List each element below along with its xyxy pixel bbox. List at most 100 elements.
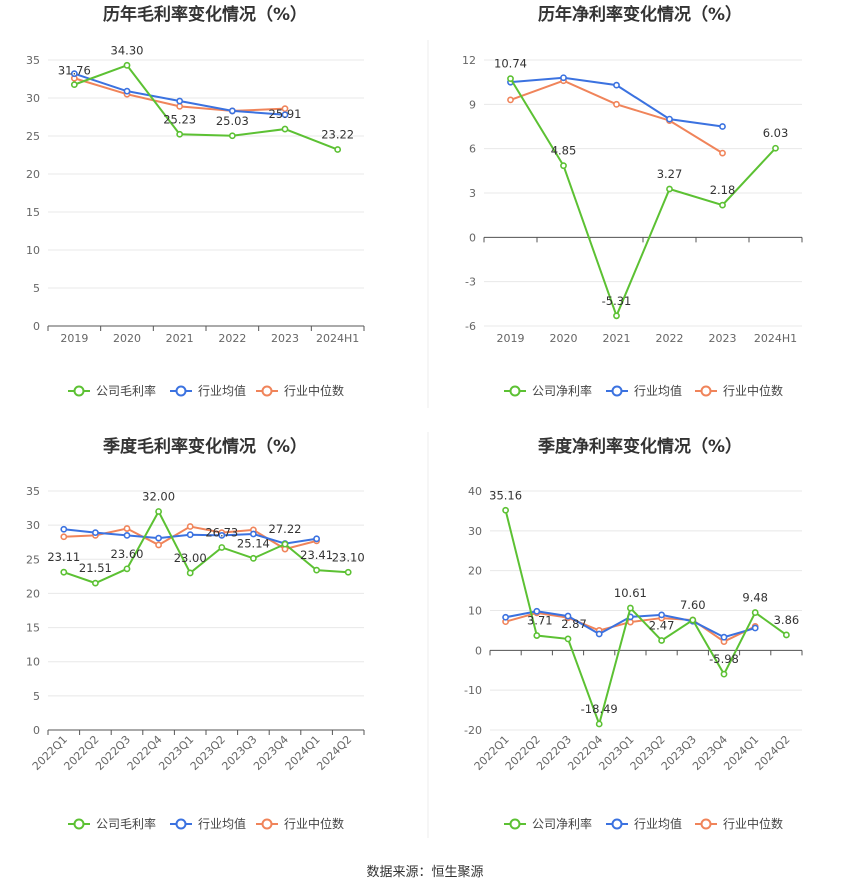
x-tick-label: 2023 (709, 332, 737, 345)
y-tick-label: 10 (26, 244, 40, 257)
legend-item-2[interactable]: 行业中位数 (256, 383, 344, 398)
data-label: 23.60 (111, 547, 144, 561)
data-point (228, 132, 236, 140)
legend-item-1[interactable]: 行业均值 (170, 816, 246, 831)
legend-item-2[interactable]: 行业中位数 (256, 816, 344, 831)
data-point (560, 74, 567, 82)
data-point (658, 611, 665, 619)
data-point (249, 554, 257, 562)
y-tick-label: 25 (26, 130, 40, 143)
data-point (613, 312, 620, 320)
data-point (123, 531, 131, 539)
x-tick-label: 2021 (166, 332, 194, 345)
data-point (123, 87, 131, 95)
y-tick-label: 40 (468, 485, 482, 498)
data-source: 数据来源：恒生聚源 (366, 865, 483, 880)
data-point (92, 529, 99, 537)
y-tick-label: 5 (33, 282, 40, 295)
data-label: 23.10 (332, 550, 365, 564)
chart-4: 季度净利率变化情况（%）-20-100102030402022Q12022Q22… (464, 436, 803, 831)
y-tick-label: -3 (465, 276, 476, 289)
legend-label: 行业中位数 (284, 816, 344, 831)
legend-item-2[interactable]: 行业中位数 (695, 816, 783, 831)
data-label: 23.11 (47, 550, 80, 564)
data-label: 27.22 (269, 522, 302, 536)
legend-item-1[interactable]: 行业均值 (606, 383, 682, 398)
legend-marker (700, 385, 712, 397)
legend-label: 行业中位数 (284, 383, 344, 398)
x-tick-label: 2021 (603, 332, 631, 345)
y-tick-label: 30 (26, 92, 40, 105)
x-tick-label: 2024H1 (754, 332, 797, 345)
x-tick-label: 2024Q2 (752, 733, 792, 773)
data-label: 32.00 (142, 489, 175, 503)
data-point (772, 144, 779, 152)
data-point (218, 531, 226, 539)
legend-item-1[interactable]: 行业均值 (606, 816, 682, 831)
data-label: 31.76 (58, 64, 91, 78)
x-tick-label: 2019 (60, 332, 88, 345)
y-tick-label: -20 (464, 724, 482, 737)
data-point (155, 541, 162, 549)
data-point (155, 534, 162, 542)
legend-item-0[interactable]: 公司毛利率 (68, 816, 156, 831)
data-point (344, 568, 352, 576)
data-label: 23.00 (174, 551, 207, 565)
x-tick-label: 2022 (656, 332, 684, 345)
data-label: 21.51 (79, 561, 112, 575)
x-tick-label: 2020 (113, 332, 141, 345)
legend-label: 行业中位数 (723, 816, 783, 831)
data-point (176, 97, 184, 105)
data-label: -5.31 (602, 294, 632, 308)
data-label: 35.16 (489, 488, 522, 502)
legend-marker (73, 818, 85, 830)
legend-marker (261, 818, 273, 830)
legend-marker (175, 818, 187, 830)
data-point (507, 96, 514, 104)
x-tick-label: 2019 (497, 332, 525, 345)
x-tick-label: 2024H1 (316, 332, 359, 345)
data-point (666, 115, 673, 123)
data-point (281, 125, 289, 133)
legend-item-0[interactable]: 公司净利率 (504, 816, 592, 831)
y-tick-label: 30 (26, 519, 40, 532)
legend-label: 行业均值 (634, 816, 682, 831)
y-tick-label: 35 (26, 54, 40, 67)
data-point (613, 81, 620, 89)
data-label: 23.22 (321, 128, 354, 142)
data-label: 25.23 (163, 112, 196, 126)
y-tick-label: 30 (468, 525, 482, 538)
data-point (627, 604, 634, 612)
y-tick-label: 35 (26, 485, 40, 498)
data-label: 6.03 (763, 126, 789, 140)
series-line-0 (63, 509, 349, 585)
data-label: 3.27 (657, 167, 683, 181)
legend-item-0[interactable]: 公司毛利率 (68, 383, 156, 398)
data-label: 2.47 (649, 618, 675, 632)
data-label: 26.73 (205, 525, 238, 539)
legend-item-0[interactable]: 公司净利率 (504, 383, 592, 398)
legend-item-2[interactable]: 行业中位数 (695, 383, 783, 398)
data-label: -18.49 (581, 702, 618, 716)
y-tick-label: 15 (26, 622, 40, 635)
y-tick-label: 9 (469, 98, 476, 111)
legend-label: 公司毛利率 (96, 816, 156, 831)
y-tick-label: 20 (468, 565, 482, 578)
data-point (334, 146, 342, 153)
data-point (218, 544, 226, 551)
legend-item-1[interactable]: 行业均值 (170, 383, 246, 398)
data-label: 2.87 (561, 617, 587, 631)
y-tick-label: 0 (469, 231, 476, 244)
x-tick-label: 2020 (550, 332, 578, 345)
legend-label: 行业均值 (634, 383, 682, 398)
data-label: 4.85 (551, 144, 577, 158)
data-point (719, 149, 726, 157)
data-point (123, 525, 131, 532)
data-point (176, 130, 184, 138)
y-tick-label: 0 (33, 320, 40, 333)
data-point (281, 105, 289, 113)
legend-marker (509, 818, 521, 830)
data-point (281, 540, 289, 548)
data-point (313, 535, 320, 543)
y-tick-label: 6 (469, 143, 476, 156)
